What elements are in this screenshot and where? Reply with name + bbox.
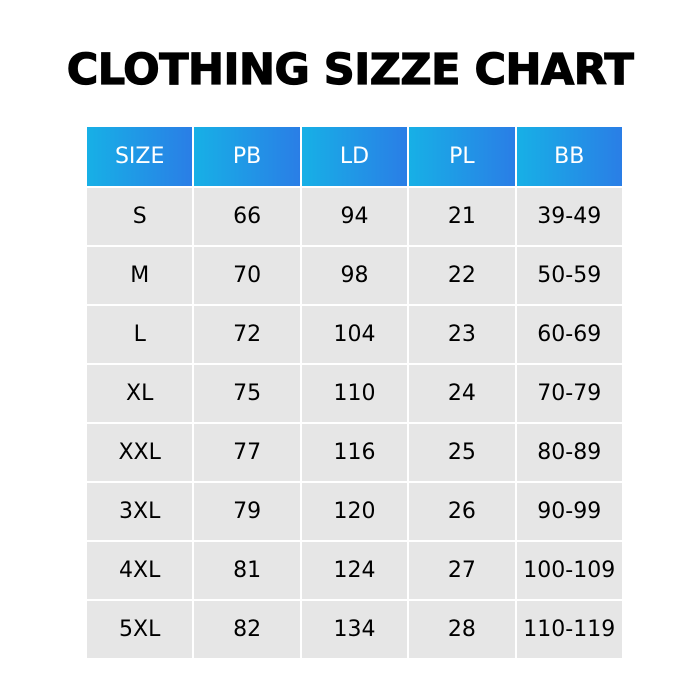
table-cell-ld: 110 [301, 365, 410, 424]
table-cell-ld: 124 [301, 542, 410, 601]
table-cell-size: XXL [87, 424, 195, 483]
table-row: 5XL 82 134 28 110-119 [87, 601, 622, 658]
table-cell-pl: 22 [409, 247, 517, 306]
table-cell-bb: 90-99 [516, 483, 622, 542]
table-cell-size: S [87, 188, 195, 247]
table-cell-bb: 100-109 [516, 542, 622, 601]
table-cell-pb: 72 [194, 306, 302, 365]
table-cell-bb: 60-69 [516, 306, 622, 365]
table-cell-size: M [87, 247, 195, 306]
table-cell-ld: 134 [301, 601, 410, 658]
table-row: XL 75 110 24 70-79 [87, 365, 622, 424]
table-cell-pb: 81 [194, 542, 302, 601]
table-cell-pl: 24 [409, 365, 517, 424]
header-cell-bb: BB [516, 127, 622, 188]
table-cell-pb: 79 [194, 483, 302, 542]
size-chart-table: SIZE PB LD PL BB S 66 94 21 39-49 M 70 9… [87, 127, 622, 658]
table-cell-pb: 75 [194, 365, 302, 424]
table-cell-pb: 66 [194, 188, 302, 247]
table-cell-ld: 94 [301, 188, 410, 247]
header-row: SIZE PB LD PL BB [87, 127, 622, 188]
header-cell-ld: LD [301, 127, 410, 188]
table-cell-bb: 80-89 [516, 424, 622, 483]
table-cell-bb: 39-49 [516, 188, 622, 247]
table-cell-ld: 98 [301, 247, 410, 306]
table-cell-pl: 26 [409, 483, 517, 542]
header-cell-pb: PB [194, 127, 302, 188]
table-cell-ld: 120 [301, 483, 410, 542]
table-cell-bb: 70-79 [516, 365, 622, 424]
table-cell-size: 3XL [87, 483, 195, 542]
table-row: S 66 94 21 39-49 [87, 188, 622, 247]
table-cell-ld: 116 [301, 424, 410, 483]
table-cell-pl: 28 [409, 601, 517, 658]
table-cell-pl: 23 [409, 306, 517, 365]
page-title: CLOTHING SIZZE CHART [66, 44, 634, 95]
table-row: M 70 98 22 50-59 [87, 247, 622, 306]
table-cell-pb: 82 [194, 601, 302, 658]
table-cell-size: 5XL [87, 601, 195, 658]
table-row: XXL 77 116 25 80-89 [87, 424, 622, 483]
table-row: 4XL 81 124 27 100-109 [87, 542, 622, 601]
table-cell-bb: 110-119 [516, 601, 622, 658]
table-cell-pb: 77 [194, 424, 302, 483]
header-cell-pl: PL [409, 127, 517, 188]
table-cell-pl: 27 [409, 542, 517, 601]
header-cell-size: SIZE [87, 127, 195, 188]
table-cell-ld: 104 [301, 306, 410, 365]
table-cell-pl: 25 [409, 424, 517, 483]
table-row: 3XL 79 120 26 90-99 [87, 483, 622, 542]
table-cell-pb: 70 [194, 247, 302, 306]
table-cell-size: 4XL [87, 542, 195, 601]
table-cell-size: XL [87, 365, 195, 424]
table-cell-size: L [87, 306, 195, 365]
table-row: L 72 104 23 60-69 [87, 306, 622, 365]
table-cell-bb: 50-59 [516, 247, 622, 306]
table-cell-pl: 21 [409, 188, 517, 247]
